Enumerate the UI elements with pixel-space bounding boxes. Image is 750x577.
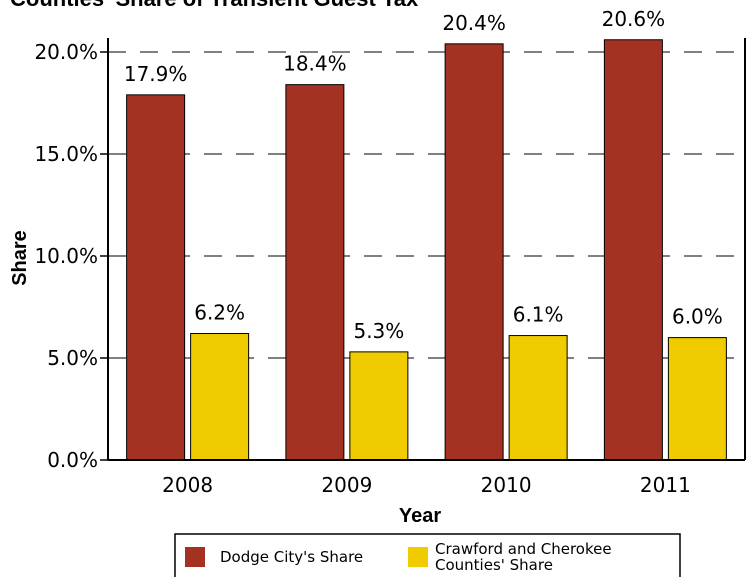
- bar-dodge-city-2010: [444, 43, 504, 461]
- y-tick-label: 5.0%: [47, 346, 98, 370]
- legend-label-crawford-cherokee-line2: Counties' Share: [435, 556, 553, 574]
- data-label: 5.3%: [353, 319, 404, 343]
- y-tick-label: 20.0%: [34, 40, 98, 64]
- data-label: 18.4%: [283, 52, 347, 76]
- x-tick-label: 2008: [162, 473, 213, 497]
- bar-dodge-city-2008: [126, 94, 186, 461]
- y-tick-label: 15.0%: [34, 142, 98, 166]
- bar-dodge-city-2009: [285, 84, 345, 461]
- data-label: 17.9%: [124, 62, 188, 86]
- legend-label-dodge-city: Dodge City's Share: [220, 548, 363, 566]
- data-label: 20.4%: [442, 11, 506, 35]
- legend: Dodge City's Share Crawford and CherokeeC…: [174, 533, 681, 577]
- legend-swatch-crawford-cherokee: [408, 547, 428, 567]
- x-tick-label: 2010: [481, 473, 532, 497]
- legend-swatch-dodge-city: [185, 547, 205, 567]
- y-tick-labels: 0.0% 5.0% 10.0% 15.0% 20.0%: [34, 40, 98, 472]
- bar-crawford-cherokee-2010: [508, 335, 568, 461]
- y-tick-label: 0.0%: [47, 448, 98, 472]
- bar-crawford-cherokee-2008: [190, 333, 250, 461]
- y-axis-title: Share: [9, 230, 31, 286]
- data-label: 20.6%: [602, 7, 666, 31]
- axes: [107, 38, 746, 461]
- data-labels: 17.9% 6.2% 18.4% 5.3% 20.4% 6.1% 20.6% 6.0%: [124, 7, 723, 343]
- x-tick-label: 2009: [321, 473, 372, 497]
- bar-crawford-cherokee-2009: [349, 351, 409, 461]
- data-label: 6.1%: [513, 303, 564, 327]
- legend-label-crawford-cherokee-line1: Crawford and Cherokee: [435, 540, 612, 558]
- bar-crawford-cherokee-2011: [667, 337, 727, 461]
- y-tick-label: 10.0%: [34, 244, 98, 268]
- bar-dodge-city-2011: [603, 39, 663, 461]
- x-tick-label: 2011: [640, 473, 691, 497]
- x-axis-title: Year: [399, 505, 441, 527]
- chart-title: Counties' Share of Transient Guest Tax: [10, 0, 419, 11]
- data-label: 6.2%: [194, 301, 245, 325]
- data-label: 6.0%: [672, 305, 723, 329]
- x-tick-labels: 2008 2009 2010 2011: [162, 473, 691, 497]
- bars: [126, 39, 727, 461]
